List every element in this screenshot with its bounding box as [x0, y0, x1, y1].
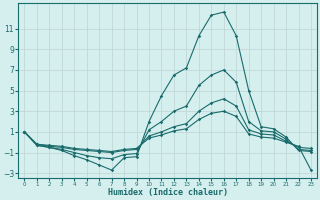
X-axis label: Humidex (Indice chaleur): Humidex (Indice chaleur) [108, 188, 228, 197]
